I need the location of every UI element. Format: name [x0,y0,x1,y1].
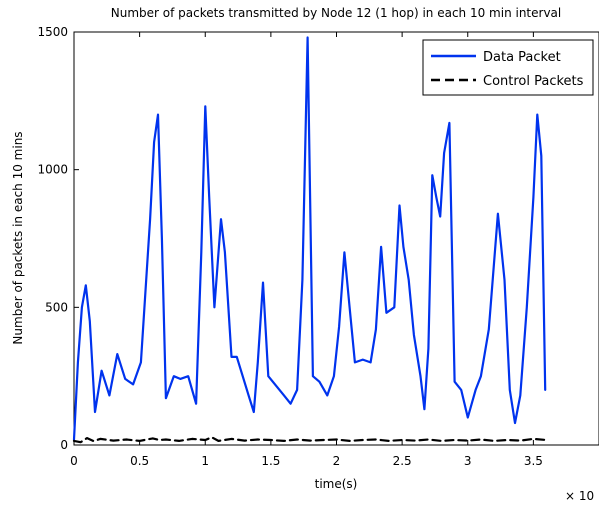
legend-box [422,39,594,96]
x-tick-label: 0.5 [130,454,149,468]
y-axis-ticks: 0 500 1000 1500 [37,25,79,452]
x-tick-label: 3 [464,454,472,468]
series-line-data-packet [72,36,547,441]
legend-label-control-packets: Control Packets [483,74,584,89]
x-axis-exponent: × 10 [565,489,594,503]
chart-title: Number of packets transmitted by Node 12… [111,6,561,20]
legend-label-data-packet: Data Packet [483,50,561,65]
y-axis-label: Number of packets in each 10 mins [11,131,25,344]
x-axis-ticks: 0 0.5 1 1.5 2 2.5 3 3.5 [70,32,543,468]
series-layer [72,36,548,444]
x-tick-label: 0 [70,454,78,468]
legend: Data Packet Control Packets [422,39,594,96]
x-tick-label: 2 [333,454,341,468]
x-tick-label: 2.5 [393,454,412,468]
x-tick-label: 3.5 [524,454,543,468]
series-line-control-packets [72,436,548,444]
y-tick-label: 0 [60,438,68,452]
x-tick-label: 1.5 [261,454,280,468]
x-axis-label: time(s) [315,477,358,491]
y-tick-label: 500 [45,300,68,314]
y-tick-label: 1500 [37,25,68,39]
y-tick-label: 1000 [37,163,68,177]
x-tick-label: 1 [201,454,209,468]
